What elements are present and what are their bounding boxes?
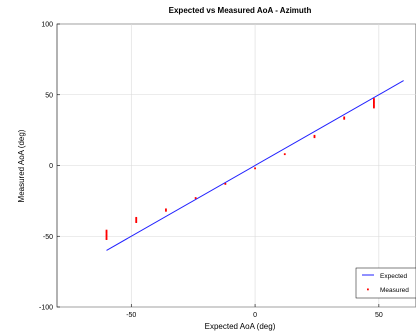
x-axis-label: Expected AoA (deg) bbox=[205, 322, 276, 331]
data-point-measured bbox=[135, 216, 138, 219]
series-line-expected bbox=[106, 80, 404, 251]
data-point-measured bbox=[373, 103, 375, 106]
data-point-measured bbox=[135, 218, 138, 221]
data-point-measured bbox=[224, 182, 227, 185]
data-point-measured bbox=[105, 235, 108, 238]
data-point-measured bbox=[373, 98, 375, 100]
data-point-measured bbox=[194, 197, 197, 199]
data-point-measured bbox=[343, 117, 346, 120]
data-point-measured bbox=[105, 238, 108, 240]
data-point-measured bbox=[135, 219, 138, 222]
x-tick-label: 0 bbox=[253, 312, 257, 319]
data-point-measured bbox=[165, 209, 167, 212]
y-tick-label: -50 bbox=[43, 234, 53, 241]
data-point-measured bbox=[165, 208, 167, 211]
legend-measured-label: Measured bbox=[380, 287, 409, 294]
ticks: -50 0 50 -100 -50 0 50 100 bbox=[39, 22, 383, 320]
data-point-measured bbox=[343, 116, 346, 119]
chart-title: Expected vs Measured AoA - Azimuth bbox=[169, 6, 312, 15]
data-point-measured bbox=[313, 134, 316, 137]
y-tick-label: 50 bbox=[45, 92, 53, 99]
data-point-measured bbox=[254, 167, 256, 170]
data-point-measured bbox=[105, 233, 108, 236]
legend: Expected Measured bbox=[355, 267, 416, 299]
y-tick-label: -100 bbox=[39, 305, 53, 312]
data-point-measured bbox=[373, 102, 375, 105]
data-point-measured bbox=[373, 100, 375, 103]
data-point-measured bbox=[373, 106, 375, 109]
data-point-measured bbox=[283, 153, 286, 156]
legend-expected-label: Expected bbox=[380, 273, 407, 280]
data-point-measured bbox=[105, 229, 108, 232]
y-tick-label: 0 bbox=[49, 163, 53, 170]
legend-box bbox=[355, 267, 416, 299]
data-point-measured bbox=[373, 99, 375, 102]
y-tick-label: 100 bbox=[41, 22, 53, 29]
y-axis-label: Measured AoA (deg) bbox=[17, 129, 26, 202]
data-point-measured bbox=[105, 236, 108, 239]
data-point-measured bbox=[105, 232, 108, 235]
series-layer bbox=[105, 80, 404, 251]
data-point-measured bbox=[373, 105, 375, 107]
data-point-measured bbox=[313, 136, 316, 139]
legend-measured-swatch bbox=[367, 288, 369, 291]
data-point-measured bbox=[135, 221, 138, 223]
data-point-measured bbox=[105, 231, 108, 233]
x-tick-label: 50 bbox=[375, 312, 383, 319]
x-tick-label: -50 bbox=[126, 312, 136, 319]
